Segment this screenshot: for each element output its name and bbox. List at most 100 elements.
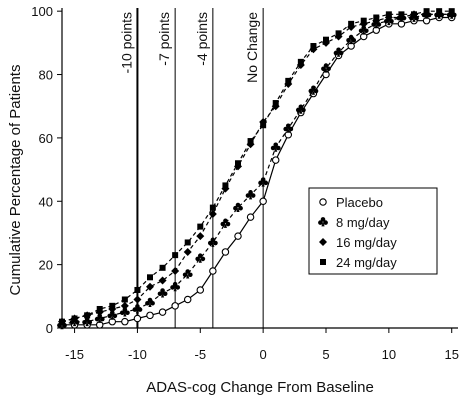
point-3-24 [360,17,367,24]
point-3-6 [134,286,141,293]
y-tick-label-5: 100 [31,4,53,19]
point-1-16 [258,177,269,187]
point-1-10 [182,269,193,279]
point-3-21 [323,36,329,43]
point-0-8 [158,308,167,316]
point-3-23 [348,20,355,27]
point-3-17 [272,100,279,107]
point-3-15 [247,138,254,145]
point-3-2 [84,312,91,319]
point-3-0 [59,318,65,325]
x-axis-title: ADAS-cog Change From Baseline [146,379,374,396]
point-0-5 [121,317,129,326]
reference-line-label-0: -10 points [118,12,134,73]
x-tick-label-1: -10 [128,347,147,362]
point-3-28 [411,11,417,18]
point-3-9 [172,252,179,259]
legend-marker-0 [319,198,327,206]
y-tick-label-2: 40 [39,194,53,209]
point-1-11 [195,253,206,263]
point-3-8 [159,264,166,271]
point-1-12 [207,237,218,247]
point-1-21 [321,63,331,73]
point-1-23 [346,34,357,45]
point-2-6 [133,295,142,304]
legend-marker-2 [319,238,327,246]
point-1-14 [233,202,243,213]
legend-marker-1 [318,217,328,227]
point-0-13 [221,248,230,256]
point-3-12 [209,204,216,211]
point-3-18 [285,77,292,84]
point-3-16 [260,122,267,129]
series-line-3 [61,10,452,323]
point-3-5 [121,296,128,303]
point-1-18 [283,123,294,133]
point-1-9 [170,281,181,292]
point-3-1 [71,315,78,322]
point-3-3 [96,305,103,312]
point-3-7 [147,274,153,281]
y-tick-label-4: 80 [39,68,53,83]
point-3-25 [373,14,380,21]
point-3-13 [222,182,229,189]
point-3-26 [385,11,392,18]
point-0-9 [171,302,179,310]
point-3-19 [297,58,304,65]
point-0-15 [246,213,255,221]
point-1-17 [270,142,281,152]
x-tick-label-5: 10 [382,347,396,362]
point-1-6 [132,304,143,314]
x-tick-label-4: 5 [322,347,329,362]
point-3-10 [184,239,191,246]
point-1-8 [157,288,168,298]
y-tick-label-0: 0 [46,321,53,336]
point-0-16 [259,197,267,206]
x-tick-label-6: 15 [444,347,458,362]
legend-label-2: 16 mg/day [336,235,397,250]
point-0-11 [196,286,205,294]
legend-box [308,187,438,275]
point-3-4 [109,302,116,309]
point-3-11 [197,223,204,230]
y-axis-title: Cumulative Percentage of Patients [7,65,24,296]
point-3-22 [335,30,342,37]
point-0-17 [271,156,280,164]
point-2-9 [171,266,180,275]
x-tick-label-3: 0 [260,347,267,362]
reference-line-label-3: No Change [244,12,260,83]
reference-line-label-1: -7 points [156,12,172,66]
point-1-7 [145,297,155,308]
point-1-19 [295,104,306,114]
point-1-20 [308,85,319,95]
legend-label-3: 24 mg/day [336,255,397,270]
point-0-10 [183,295,192,304]
point-3-14 [235,160,241,167]
point-3-27 [398,11,405,18]
y-tick-label-1: 20 [39,258,53,273]
point-1-13 [220,218,231,228]
legend: Placebo 8 mg/day 16 mg/day 24 mg/day [308,187,438,275]
y-tick-label-3: 60 [39,131,53,146]
point-1-15 [245,190,256,200]
point-0-12 [209,267,217,275]
point-1-4 [107,310,118,320]
x-tick-label-2: -5 [195,347,207,362]
x-tick-label-0: -15 [65,347,84,362]
point-2-27 [397,13,406,22]
point-3-30 [436,8,443,15]
point-2-5 [120,301,129,310]
point-1-22 [333,47,344,57]
reference-line-label-2: -4 points [194,12,210,66]
legend-marker-3 [320,259,326,265]
legend-label-0: Placebo [336,195,383,210]
series-3 [59,8,455,325]
point-2-10 [183,247,192,256]
point-2-7 [146,282,154,291]
legend-label-1: 8 mg/day [336,215,390,230]
point-3-20 [310,43,317,50]
plot-area: -10 points -7 points -4 points No Change [57,8,458,330]
point-2-12 [208,209,217,218]
point-0-14 [234,232,242,240]
